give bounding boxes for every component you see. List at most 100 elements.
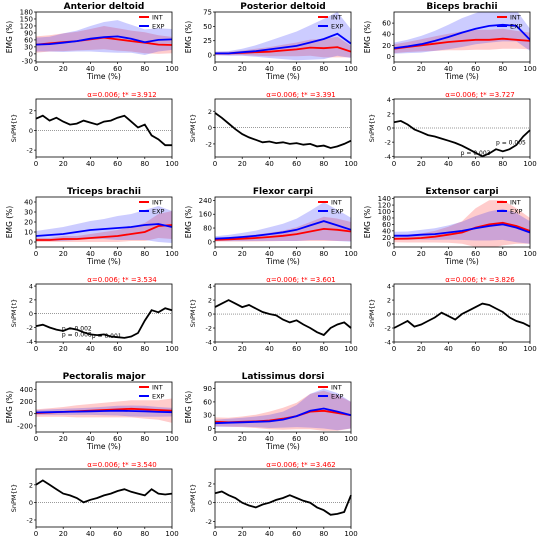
spm-threshold-label: α=0.006; t* =3.462 bbox=[266, 461, 335, 469]
x-tick-label: 40 bbox=[86, 65, 95, 73]
y-tick-label: 50 bbox=[203, 23, 212, 31]
spm-x-tick-label: 20 bbox=[238, 345, 247, 353]
spm-y-tick-label: 0 bbox=[29, 499, 33, 507]
x-tick-label: 100 bbox=[344, 65, 357, 73]
y-tick-label: 30 bbox=[203, 412, 212, 420]
spm-y-tick-label: -2 bbox=[27, 147, 33, 155]
spm-x-tick-label: 60 bbox=[113, 160, 122, 168]
spm-x-tick-label: 20 bbox=[238, 530, 247, 538]
spm-x-tick-label: 0 bbox=[213, 530, 217, 538]
spm-y-tick-label: -2 bbox=[385, 139, 391, 147]
legend-label-int: INT bbox=[510, 199, 521, 207]
spm-x-tick-label: 100 bbox=[165, 160, 178, 168]
y-tick-label: -30 bbox=[22, 57, 33, 65]
spm-y-tick-label: 4 bbox=[387, 283, 391, 291]
spm-y-tick-label: 4 bbox=[387, 96, 391, 104]
x-tick-label: 80 bbox=[319, 435, 328, 443]
spm-axes-frame bbox=[35, 98, 173, 158]
spm-x-tick-label: 80 bbox=[498, 345, 507, 353]
y-tick-label: 25 bbox=[203, 37, 212, 45]
panel-title: Triceps brachii bbox=[67, 187, 141, 197]
spm-x-tick-label: 60 bbox=[113, 345, 122, 353]
spm-x-tick-label: 20 bbox=[59, 345, 68, 353]
legend-label-exp: EXP bbox=[152, 23, 165, 31]
y-tick-label: 80 bbox=[203, 225, 212, 233]
spm-x-tick-label: 100 bbox=[523, 160, 536, 168]
emg-axes-frame bbox=[35, 11, 173, 63]
spm-y-tick-label: 2 bbox=[208, 108, 212, 116]
x-tick-label: 100 bbox=[344, 435, 357, 443]
y-tick-label: 120 bbox=[378, 202, 391, 210]
y-tick-label: 60 bbox=[382, 221, 391, 229]
spm-x-tick-label: 60 bbox=[471, 160, 480, 168]
y-tick-label: 150 bbox=[20, 15, 33, 23]
spm-x-tick-label: 100 bbox=[523, 345, 536, 353]
spm-y-axis-label: SnPM{t} bbox=[189, 299, 197, 328]
spm-x-tick-label: 60 bbox=[113, 530, 122, 538]
spm-y-axis-label: SnPM{t} bbox=[189, 114, 197, 143]
spm-y-tick-label: 0 bbox=[29, 127, 33, 135]
x-tick-label: 20 bbox=[238, 435, 247, 443]
spm-x-tick-label: 0 bbox=[34, 530, 38, 538]
spm-x-tick-label: 40 bbox=[444, 345, 453, 353]
x-tick-label: 100 bbox=[523, 65, 536, 73]
mean-line-exp bbox=[394, 223, 530, 237]
y-tick-label: 40 bbox=[24, 199, 33, 207]
y-tick-label: 160 bbox=[199, 211, 212, 219]
x-tick-label: 0 bbox=[34, 250, 38, 258]
x-tick-label: 0 bbox=[213, 65, 217, 73]
panel-title: Biceps brachii bbox=[426, 2, 497, 12]
x-tick-label: 40 bbox=[444, 250, 453, 258]
emg-plot-area bbox=[215, 388, 351, 431]
y-tick-label: -200 bbox=[17, 422, 33, 430]
y-tick-label: 0 bbox=[29, 410, 33, 418]
y-tick-label: 30 bbox=[24, 43, 33, 51]
y-tick-label: 60 bbox=[203, 398, 212, 406]
spm-y-tick-label: 0 bbox=[29, 310, 33, 318]
spm-x-tick-label: 20 bbox=[417, 160, 426, 168]
mean-line-int bbox=[36, 224, 172, 241]
spm-y-tick-label: -2 bbox=[206, 140, 212, 148]
x-tick-label: 20 bbox=[238, 65, 247, 73]
spm-x-tick-label: 0 bbox=[392, 345, 396, 353]
y-axis-label: EMG (%) bbox=[5, 391, 14, 423]
spm-x-tick-label: 0 bbox=[213, 160, 217, 168]
x-tick-label: 20 bbox=[59, 250, 68, 258]
spm-trajectory bbox=[214, 299, 352, 337]
x-tick-label: 80 bbox=[498, 65, 507, 73]
spm-x-tick-label: 100 bbox=[344, 530, 357, 538]
x-tick-label: 80 bbox=[140, 65, 149, 73]
legend-label-exp: EXP bbox=[331, 208, 344, 216]
y-tick-label: 140 bbox=[378, 195, 391, 203]
spm-y-tick-label: 0 bbox=[387, 311, 391, 319]
mean-line-int bbox=[394, 37, 530, 50]
spm-x-tick-label: 60 bbox=[292, 530, 301, 538]
x-tick-label: 40 bbox=[265, 435, 274, 443]
panel-title: Flexor carpi bbox=[253, 187, 313, 197]
spm-y-tick-label: 4 bbox=[29, 283, 33, 291]
x-axis-label: Time (%) bbox=[86, 257, 121, 266]
spm-x-tick-label: 20 bbox=[59, 160, 68, 168]
spm-x-tick-label: 40 bbox=[265, 160, 274, 168]
x-tick-label: 20 bbox=[59, 435, 68, 443]
spm-threshold-label: α=0.006; t* =3.391 bbox=[266, 91, 335, 99]
spm-axes-frame bbox=[35, 468, 173, 528]
y-tick-label: 240 bbox=[199, 197, 212, 205]
y-tick-label: 60 bbox=[382, 20, 391, 28]
x-tick-label: 40 bbox=[265, 65, 274, 73]
x-tick-label: 0 bbox=[392, 250, 396, 258]
sd-band-exp bbox=[215, 388, 351, 431]
y-tick-label: 0 bbox=[387, 240, 391, 248]
spm-y-tick-label: -4 bbox=[27, 338, 33, 346]
y-tick-label: 90 bbox=[203, 385, 212, 393]
y-tick-label: 40 bbox=[382, 227, 391, 235]
spm-threshold-label: α=0.006; t* =3.826 bbox=[445, 276, 515, 284]
x-tick-label: 60 bbox=[471, 65, 480, 73]
sd-band-int bbox=[36, 26, 172, 54]
spm-trajectory bbox=[214, 490, 352, 516]
spm-threshold-label: α=0.006; t* =3.727 bbox=[445, 91, 514, 99]
spm-x-tick-label: 40 bbox=[444, 160, 453, 168]
legend-label-int: INT bbox=[152, 14, 163, 22]
